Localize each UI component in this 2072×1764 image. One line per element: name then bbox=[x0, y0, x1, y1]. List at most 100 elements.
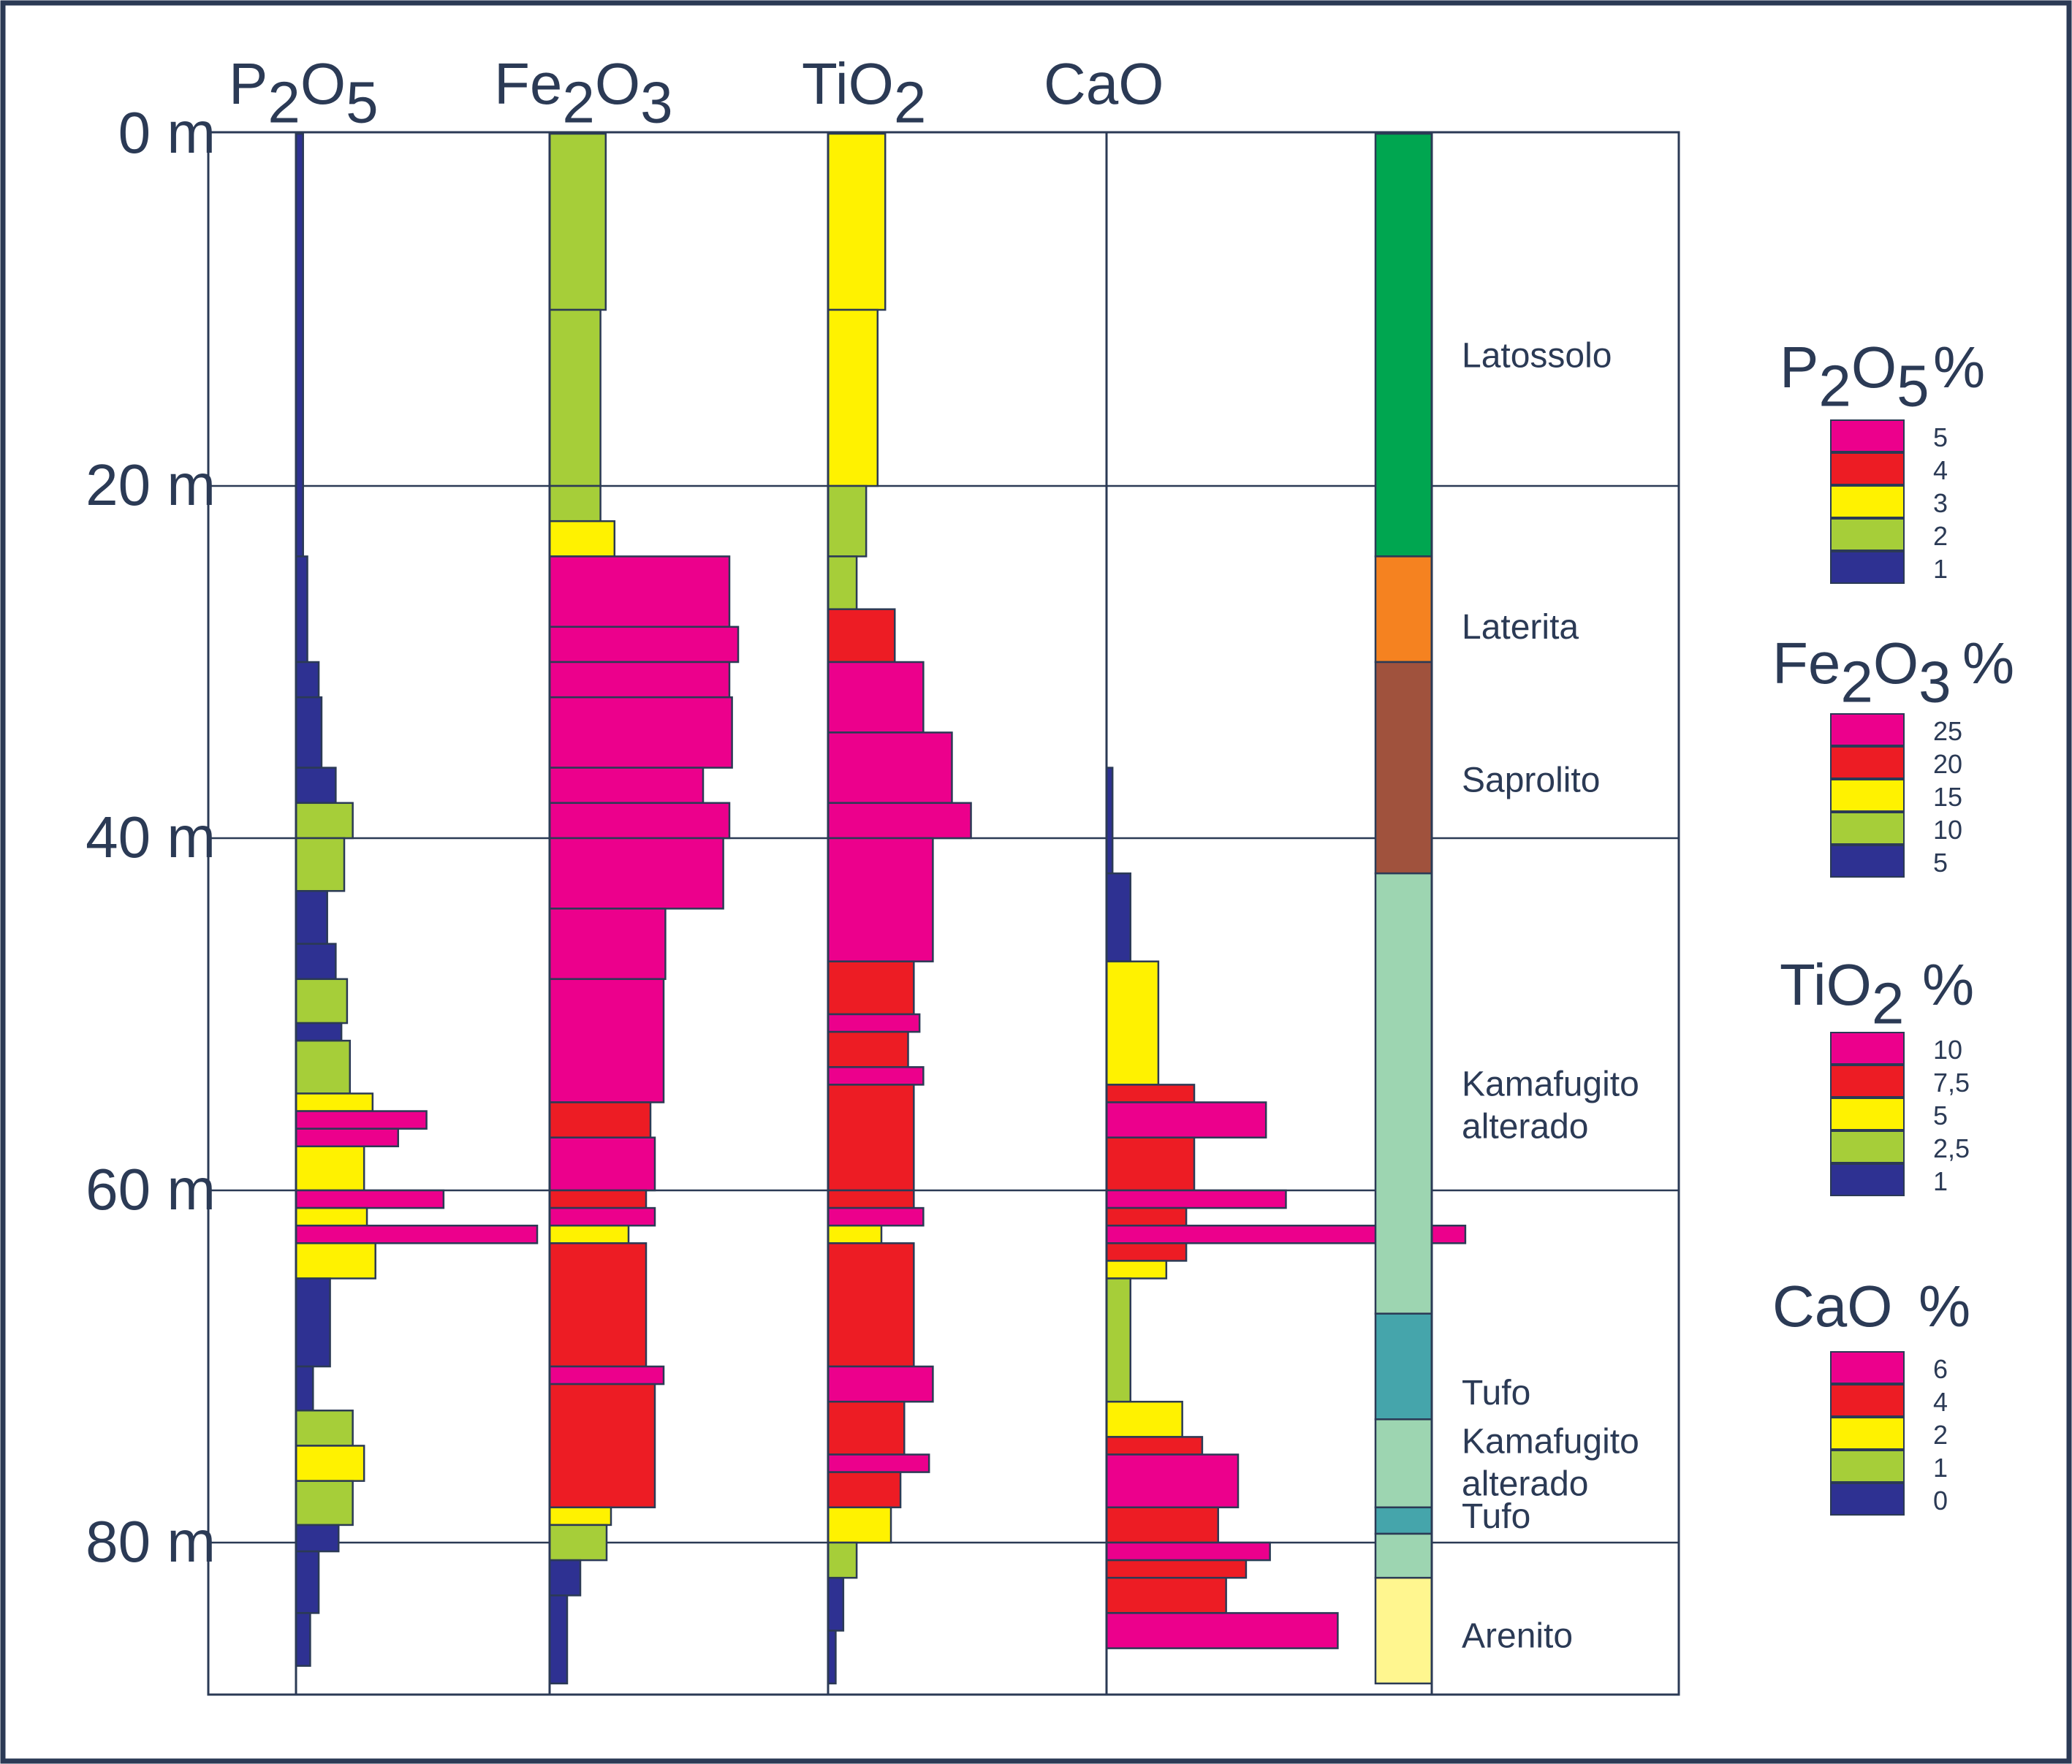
p2o5-bar bbox=[295, 1410, 354, 1447]
tio2-bar bbox=[827, 1224, 883, 1244]
p2o5-bar bbox=[295, 767, 337, 805]
cao-bar bbox=[1105, 1277, 1131, 1403]
legend-title-part: P bbox=[1780, 335, 1818, 400]
tio2-column-title: TiO2 bbox=[802, 51, 926, 135]
p2o5-bar bbox=[295, 978, 349, 1024]
legend-percent-sign: % bbox=[1933, 335, 1985, 400]
column-axes bbox=[295, 132, 1108, 1695]
legend-value-label: 1 bbox=[1933, 1453, 1948, 1483]
cao-bar bbox=[1105, 1084, 1196, 1103]
lithology-layer bbox=[1374, 661, 1433, 875]
tio2-bar bbox=[827, 132, 887, 311]
legend-swatch bbox=[1830, 1032, 1905, 1065]
legend-swatch bbox=[1830, 419, 1905, 452]
fe2o3-column-title-subscript: 3 bbox=[640, 70, 673, 135]
tio2-bar bbox=[827, 1541, 858, 1579]
fe2o3-bar bbox=[548, 1559, 582, 1597]
legend-title-part: O bbox=[1873, 631, 1919, 696]
p2o5-column-title-part: O bbox=[300, 51, 346, 116]
legend-value-label: 6 bbox=[1933, 1354, 1948, 1384]
tio2-bar bbox=[827, 608, 896, 664]
legend-value-label: 2 bbox=[1933, 1420, 1948, 1450]
legend-value-label: 20 bbox=[1933, 749, 1962, 779]
fe2o3-bar bbox=[548, 661, 731, 699]
legend-value-label: 4 bbox=[1933, 1387, 1948, 1417]
cao-bar bbox=[1105, 1541, 1271, 1562]
legend-title-part: Fe bbox=[1772, 631, 1840, 696]
fe2o3-column-title-part: Fe bbox=[494, 51, 562, 116]
depth-tick-label: 60 m bbox=[86, 1157, 216, 1222]
tio2-bar bbox=[827, 1066, 925, 1086]
fe2o3-bar bbox=[548, 1206, 656, 1227]
legend-percent-sign: % bbox=[1922, 952, 1974, 1017]
tio2-bar bbox=[827, 1242, 915, 1368]
cao-bar bbox=[1105, 1206, 1188, 1227]
legend-swatch bbox=[1830, 845, 1905, 878]
lithology-layer bbox=[1374, 872, 1433, 1315]
legend-swatch bbox=[1830, 518, 1905, 551]
lithology-layer bbox=[1374, 1576, 1433, 1685]
legend-title-part: TiO bbox=[1780, 952, 1872, 1017]
tio2-bar bbox=[827, 1506, 892, 1544]
tio2-bar bbox=[827, 1471, 902, 1509]
legend-title-part: CaO bbox=[1772, 1274, 1893, 1339]
p2o5-bar bbox=[295, 1242, 376, 1280]
p2o5-bar bbox=[295, 1224, 539, 1244]
legend-swatch bbox=[1830, 1098, 1905, 1130]
fe2o3-bar bbox=[548, 908, 667, 981]
tio2-bar bbox=[827, 484, 868, 558]
depth-gridlines bbox=[208, 484, 1679, 1544]
cao-bar bbox=[1105, 1576, 1227, 1614]
fe2o3-bar bbox=[548, 1594, 569, 1685]
p2o5-bar bbox=[295, 1612, 311, 1667]
tio2-bar bbox=[827, 1365, 934, 1403]
legend-swatch bbox=[1830, 1130, 1905, 1163]
lithology-layer bbox=[1374, 1506, 1433, 1535]
p2o5-bar bbox=[295, 1039, 352, 1095]
cao-bar bbox=[1105, 1189, 1287, 1209]
fe2o3-column-title-subscript: 2 bbox=[562, 70, 595, 135]
fe2o3-bar bbox=[548, 1506, 612, 1527]
tio2-bar bbox=[827, 555, 858, 610]
fe2o3-column-title-part: O bbox=[595, 51, 640, 116]
fe2o3-bar bbox=[548, 1189, 648, 1209]
legend-title-part: O bbox=[1851, 335, 1897, 400]
fe2o3-bar bbox=[548, 555, 731, 628]
legend-title: Fe2O3 bbox=[1772, 631, 1951, 715]
cao-bar bbox=[1105, 1101, 1267, 1138]
legend-swatch bbox=[1830, 1417, 1905, 1450]
lithology-label: Saprolito bbox=[1462, 761, 1600, 799]
fe2o3-bar bbox=[548, 132, 607, 311]
legend-swatch bbox=[1830, 779, 1905, 812]
legend-value-label: 10 bbox=[1933, 1035, 1962, 1065]
p2o5-bar bbox=[295, 1365, 314, 1412]
p2o5-bar bbox=[295, 1092, 374, 1112]
legend-value-label: 5 bbox=[1933, 1100, 1948, 1130]
tio2-bar bbox=[827, 1084, 915, 1192]
p2o5-bar bbox=[295, 1550, 320, 1614]
legend-swatch bbox=[1830, 1065, 1905, 1098]
fe2o3-column-title: Fe2O3 bbox=[494, 51, 673, 135]
cao-column-title-part: CaO bbox=[1044, 51, 1164, 116]
cao-bar bbox=[1105, 872, 1131, 962]
p2o5-bar bbox=[295, 1480, 354, 1527]
cao-bar bbox=[1105, 1136, 1196, 1192]
plot-frame bbox=[207, 131, 1680, 1696]
tio2-bar bbox=[827, 1400, 906, 1456]
lithology-label: Tufo bbox=[1462, 1374, 1530, 1413]
legend-swatch bbox=[1830, 746, 1905, 779]
legend-title: TiO2 bbox=[1780, 952, 1904, 1036]
legend-value-label: 0 bbox=[1933, 1486, 1948, 1516]
tio2-bar bbox=[827, 661, 925, 734]
p2o5-bar bbox=[295, 837, 346, 892]
legend-value-label: 4 bbox=[1933, 455, 1948, 485]
fe2o3-bar bbox=[548, 1383, 656, 1509]
cao-bar bbox=[1105, 1400, 1183, 1438]
p2o5-bar bbox=[295, 802, 354, 840]
legend-value-label: 25 bbox=[1933, 716, 1962, 746]
legend-title: P2O5 bbox=[1780, 335, 1929, 419]
depth-tick-label: 0 m bbox=[118, 100, 216, 165]
